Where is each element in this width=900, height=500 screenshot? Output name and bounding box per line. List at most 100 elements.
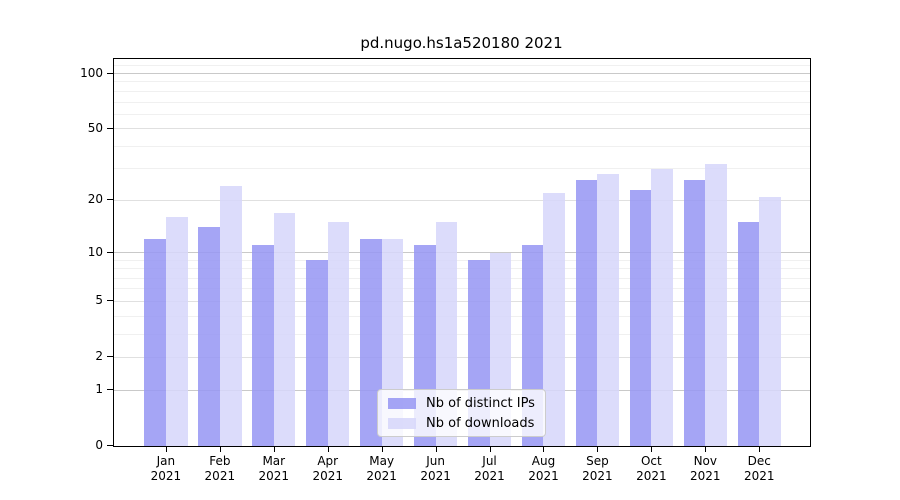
gridline <box>114 288 810 290</box>
x-tick-year: 2021 <box>474 469 505 483</box>
gridline <box>114 315 810 317</box>
x-tick-mark <box>597 447 599 452</box>
gridline <box>114 277 810 279</box>
y-tick-mark <box>107 127 113 129</box>
x-tick-label: Apr 2021 <box>298 454 358 484</box>
x-tick-year: 2021 <box>582 469 613 483</box>
legend-item-distinct-ips: Nb of distinct IPs <box>388 395 535 411</box>
y-tick-label: 20 <box>87 192 103 207</box>
legend-label-downloads: Nb of downloads <box>426 415 535 431</box>
bar-distinct-ips-feb <box>198 227 220 446</box>
x-tick-month: Jul <box>482 454 497 468</box>
x-tick-mark <box>381 447 383 452</box>
x-tick-year: 2021 <box>743 469 775 483</box>
gridline <box>114 90 810 92</box>
gridline <box>114 268 810 270</box>
x-tick-label: Mar 2021 <box>244 454 304 484</box>
x-tick-month: May <box>369 454 395 468</box>
x-tick-label: Aug 2021 <box>513 454 573 484</box>
x-tick-year: 2021 <box>528 469 559 483</box>
bar-downloads-dec <box>759 196 781 446</box>
x-tick-month: Dec <box>747 454 771 468</box>
bar-distinct-ips-mar <box>252 245 274 446</box>
x-tick-year: 2021 <box>150 469 182 483</box>
bar-distinct-ips-sep <box>575 180 598 446</box>
y-tick-mark <box>107 300 113 302</box>
x-tick-mark <box>705 447 707 452</box>
bar-distinct-ips-jan <box>144 239 166 446</box>
y-tick-mark <box>107 356 113 358</box>
bar-distinct-ips-dec <box>737 222 760 446</box>
gridline <box>114 113 810 115</box>
x-tick-month: Mar <box>262 454 286 468</box>
y-tick-label: 5 <box>95 293 103 308</box>
x-tick-month: Jun <box>426 454 445 468</box>
x-tick-label: Oct 2021 <box>621 454 681 484</box>
y-tick-label: 2 <box>95 349 103 364</box>
gridline <box>114 252 810 253</box>
bar-downloads-apr <box>327 222 350 446</box>
bar-distinct-ips-oct <box>629 189 652 446</box>
bar-downloads-feb <box>219 186 242 446</box>
bar-downloads-jan <box>165 217 188 446</box>
bar-distinct-ips-nov <box>683 180 706 446</box>
bar-downloads-sep <box>597 174 620 446</box>
gridline <box>114 81 810 83</box>
x-tick-mark <box>219 447 221 452</box>
x-tick-mark <box>273 447 275 452</box>
gridline <box>114 145 810 147</box>
x-tick-label: Jul 2021 <box>460 454 520 484</box>
gridline <box>114 300 810 302</box>
chart-title: pd.nugo.hs1a520180 2021 <box>360 34 563 52</box>
x-tick-mark <box>489 447 491 452</box>
x-tick-year: 2021 <box>690 469 721 483</box>
gridline <box>114 73 810 75</box>
x-tick-year: 2021 <box>636 469 667 483</box>
x-tick-year: 2021 <box>366 469 397 483</box>
gridline <box>114 65 810 67</box>
bar-downloads-oct <box>651 168 674 446</box>
x-tick-label: Sep 2021 <box>567 454 627 484</box>
x-tick-label: Dec 2021 <box>729 454 789 484</box>
y-tick-mark <box>107 251 113 253</box>
x-tick-year: 2021 <box>312 469 343 483</box>
x-tick-mark <box>165 447 167 452</box>
x-tick-mark <box>759 447 761 452</box>
y-tick-mark <box>107 199 113 201</box>
gridline <box>114 259 810 261</box>
x-tick-mark <box>327 447 329 452</box>
gridline <box>114 356 810 358</box>
gridline <box>114 128 810 130</box>
bar-downloads-nov <box>705 163 727 446</box>
y-tick-label: 1 <box>95 382 103 397</box>
y-tick-label: 50 <box>87 120 103 135</box>
y-tick-label: 10 <box>87 244 103 259</box>
legend-swatch-distinct-ips <box>388 397 416 409</box>
legend-swatch-downloads <box>388 417 416 429</box>
x-tick-month: Jan <box>156 454 176 468</box>
gridline <box>114 333 810 335</box>
x-tick-label: Nov 2021 <box>675 454 735 484</box>
y-tick-mark <box>107 389 113 391</box>
x-tick-label: May 2021 <box>352 454 412 484</box>
gridline <box>114 101 810 103</box>
x-tick-month: Apr <box>317 454 339 468</box>
gridline <box>114 168 810 170</box>
x-tick-year: 2021 <box>258 469 290 483</box>
y-tick-mark <box>107 72 113 74</box>
bar-downloads-mar <box>273 212 296 446</box>
legend-item-downloads: Nb of downloads <box>388 415 535 431</box>
bar-distinct-ips-may <box>359 239 382 446</box>
x-tick-label: Feb 2021 <box>190 454 250 484</box>
x-tick-year: 2021 <box>204 469 236 483</box>
x-tick-mark <box>651 447 653 452</box>
x-tick-year: 2021 <box>420 469 451 483</box>
legend: Nb of distinct IPs Nb of downloads <box>377 389 546 437</box>
x-tick-month: Nov <box>693 454 717 468</box>
legend-label-distinct-ips: Nb of distinct IPs <box>426 395 535 411</box>
y-tick-label: 100 <box>80 65 103 80</box>
plot-area: Nb of distinct IPs Nb of downloads <box>113 58 811 447</box>
x-tick-month: Sep <box>586 454 609 468</box>
y-tick-mark <box>107 445 113 446</box>
